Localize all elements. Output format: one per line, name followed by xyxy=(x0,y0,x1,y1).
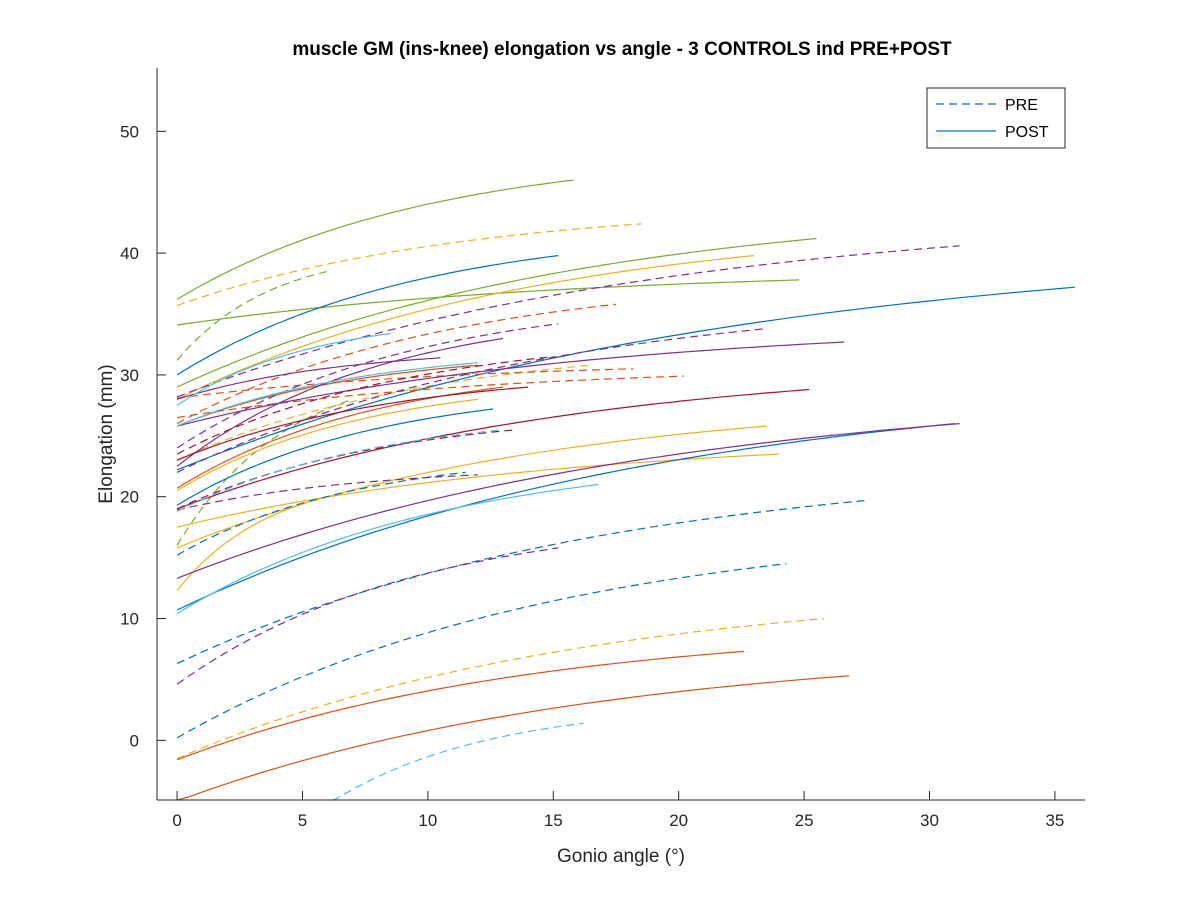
y-tick-label: 20 xyxy=(120,488,139,507)
series-line-32 xyxy=(176,245,960,398)
x-tick-label: 15 xyxy=(544,811,563,830)
y-ticks: 0 10 20 30 40 50 xyxy=(120,122,166,750)
series-line-40 xyxy=(176,429,516,510)
series-line-16 xyxy=(176,471,466,556)
legend-box xyxy=(926,87,1066,149)
series-line-19 xyxy=(176,423,955,611)
x-tick-label: 10 xyxy=(418,811,437,830)
series-line-34 xyxy=(176,547,559,685)
series-line-26 xyxy=(177,368,634,399)
series-line-25 xyxy=(176,303,617,425)
series-line-17 xyxy=(176,286,1076,471)
series-line-43 xyxy=(176,332,391,406)
series-line-45 xyxy=(176,429,504,512)
series-line-9 xyxy=(176,255,754,400)
series-line-15 xyxy=(176,563,787,739)
legend-pre-label: PRE xyxy=(1005,97,1038,114)
series-line-5 xyxy=(176,398,353,546)
y-tick-label: 10 xyxy=(120,610,139,629)
series-line-42 xyxy=(176,362,479,427)
series-line-3 xyxy=(177,279,800,326)
series-line-13 xyxy=(176,496,328,591)
x-ticks: 0 5 10 15 20 25 30 35 xyxy=(172,791,1064,830)
y-tick-label: 0 xyxy=(130,731,139,750)
series-line-39 xyxy=(176,356,554,455)
series-line-29 xyxy=(176,423,960,579)
y-tick-label: 30 xyxy=(120,366,139,385)
legend-post-label: POST xyxy=(1005,124,1049,141)
series-line-41 xyxy=(176,483,599,615)
series-line-4 xyxy=(176,270,328,361)
series-line-7 xyxy=(176,617,825,760)
series-line-6 xyxy=(176,223,642,307)
x-axis-label: Gonio angle (°) xyxy=(557,846,685,867)
series-layer xyxy=(176,179,1076,801)
series-line-12 xyxy=(176,398,479,492)
series-line-21 xyxy=(176,675,850,801)
series-line-24 xyxy=(176,364,479,427)
series-line-35 xyxy=(176,323,559,449)
x-tick-label: 20 xyxy=(669,811,688,830)
y-tick-label: 40 xyxy=(120,244,139,263)
series-line-20 xyxy=(176,408,494,506)
x-tick-label: 25 xyxy=(795,811,814,830)
series-line-37 xyxy=(176,388,810,510)
series-line-44 xyxy=(332,722,584,801)
series-line-27 xyxy=(177,375,684,419)
x-tick-label: 5 xyxy=(298,811,307,830)
x-tick-label: 0 xyxy=(172,811,181,830)
series-line-18 xyxy=(176,255,559,376)
series-line-2 xyxy=(176,237,817,388)
series-line-28 xyxy=(176,341,845,427)
series-line-36 xyxy=(176,474,479,511)
axes-background xyxy=(157,68,1085,800)
y-tick-label: 50 xyxy=(120,122,139,141)
y-axis-label: Elongation (mm) xyxy=(96,364,117,503)
chart-title: muscle GM (ins-knee) elongation vs angle… xyxy=(292,39,952,60)
series-line-38 xyxy=(176,386,529,461)
series-line-1 xyxy=(176,179,574,300)
series-line-14 xyxy=(176,499,867,665)
series-line-33 xyxy=(176,328,767,473)
x-tick-label: 30 xyxy=(920,811,939,830)
series-line-31 xyxy=(176,357,441,400)
legend: PRE POST xyxy=(926,87,1066,149)
series-line-22 xyxy=(176,650,744,761)
x-tick-label: 35 xyxy=(1045,811,1064,830)
plot-area: 0 5 10 15 20 25 30 35 0 10 20 30 40 50 xyxy=(120,68,1085,830)
